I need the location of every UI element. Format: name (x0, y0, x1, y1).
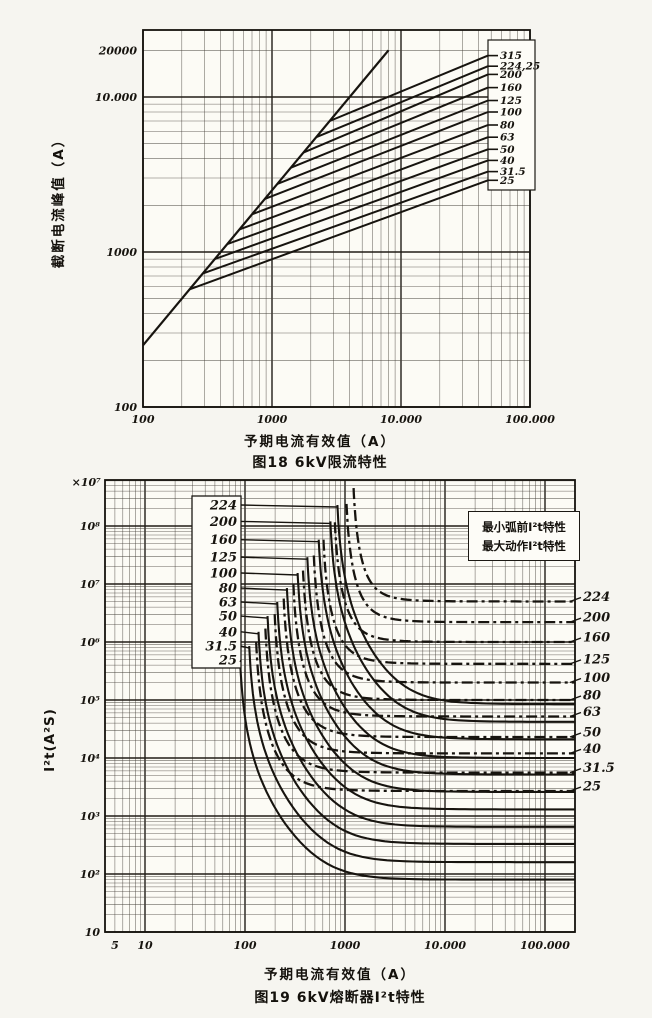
svg-text:224: 224 (209, 499, 237, 514)
svg-text:125: 125 (210, 551, 237, 566)
svg-text:10⁴: 10⁴ (80, 752, 100, 765)
svg-text:1000: 1000 (330, 939, 361, 952)
legend-max-operating-label: 最大动作I²t特性 (482, 538, 566, 553)
svg-text:10⁵: 10⁵ (80, 694, 100, 707)
svg-text:10³: 10³ (80, 810, 100, 823)
svg-text:63: 63 (219, 596, 237, 611)
svg-text:10⁷: 10⁷ (80, 578, 100, 591)
svg-text:50: 50 (219, 610, 237, 625)
figure18-x-axis-title: 予期电流有效值（A） (244, 434, 396, 450)
svg-text:315: 315 (500, 50, 522, 62)
svg-text:31.5: 31.5 (500, 166, 526, 178)
figure19-x-axis-title: 予期电流有效值（A） (264, 967, 416, 983)
svg-text:25: 25 (499, 175, 515, 187)
svg-text:100: 100 (210, 567, 237, 582)
svg-text:125: 125 (583, 652, 610, 667)
svg-text:25: 25 (218, 654, 237, 669)
svg-text:40: 40 (583, 742, 601, 757)
svg-text:25: 25 (582, 780, 601, 795)
svg-text:200: 200 (499, 69, 523, 81)
svg-text:100: 100 (114, 401, 137, 414)
svg-text:50: 50 (583, 726, 601, 741)
svg-text:160: 160 (583, 631, 610, 646)
svg-text:224,25: 224,25 (499, 61, 540, 73)
svg-text:10.000: 10.000 (380, 413, 422, 426)
svg-text:10⁶: 10⁶ (80, 636, 100, 649)
svg-text:5: 5 (111, 939, 119, 952)
svg-text:1000: 1000 (106, 246, 137, 259)
svg-text:80: 80 (583, 689, 601, 704)
svg-text:31.5: 31.5 (583, 761, 615, 776)
svg-text:1000: 1000 (257, 413, 288, 426)
svg-text:10.000: 10.000 (424, 939, 466, 952)
figure19-y-axis-title: I²t(A²S) (42, 708, 58, 772)
figure19-legend: 最小弧前I²t特性 最大动作I²t特性 (468, 511, 580, 561)
svg-text:10⁸: 10⁸ (80, 520, 100, 533)
svg-text:200: 200 (209, 515, 237, 530)
svg-text:100: 100 (132, 413, 155, 426)
svg-text:10²: 10² (80, 868, 100, 881)
svg-text:100.000: 100.000 (505, 413, 555, 426)
svg-text:40: 40 (219, 625, 237, 640)
svg-text:50: 50 (500, 144, 515, 156)
svg-text:80: 80 (219, 582, 237, 597)
svg-text:10.000: 10.000 (95, 91, 137, 104)
svg-text:100: 100 (583, 671, 610, 686)
svg-text:160: 160 (500, 82, 523, 94)
figure19-caption: 图19 6kV熔断器I²t特性 (254, 990, 426, 1006)
svg-text:100.000: 100.000 (520, 939, 570, 952)
svg-text:200: 200 (582, 611, 610, 626)
svg-text:63: 63 (583, 705, 601, 720)
svg-text:10: 10 (85, 926, 101, 939)
svg-text:20000: 20000 (98, 44, 138, 57)
svg-text:125: 125 (500, 95, 522, 107)
svg-text:80: 80 (500, 120, 515, 132)
figure18-y-axis-title: 截断电流峰值（A） (51, 131, 67, 269)
svg-text:100: 100 (234, 939, 257, 952)
figure18-chart: 315224,252001601251008063504031.52520000… (95, 29, 555, 426)
svg-text:31.5: 31.5 (205, 640, 237, 655)
svg-text:224: 224 (582, 590, 610, 605)
svg-text:63: 63 (500, 132, 515, 144)
svg-text:×10⁷: ×10⁷ (72, 476, 102, 489)
figure19-chart: 2242001601251008063504031.52522420016012… (72, 476, 615, 952)
svg-text:100: 100 (500, 107, 523, 119)
svg-text:10: 10 (137, 939, 153, 952)
figure18-caption: 图18 6kV限流特性 (252, 455, 388, 471)
svg-text:160: 160 (210, 533, 237, 548)
svg-text:40: 40 (500, 155, 515, 167)
legend-min-prearcing-label: 最小弧前I²t特性 (482, 519, 566, 534)
